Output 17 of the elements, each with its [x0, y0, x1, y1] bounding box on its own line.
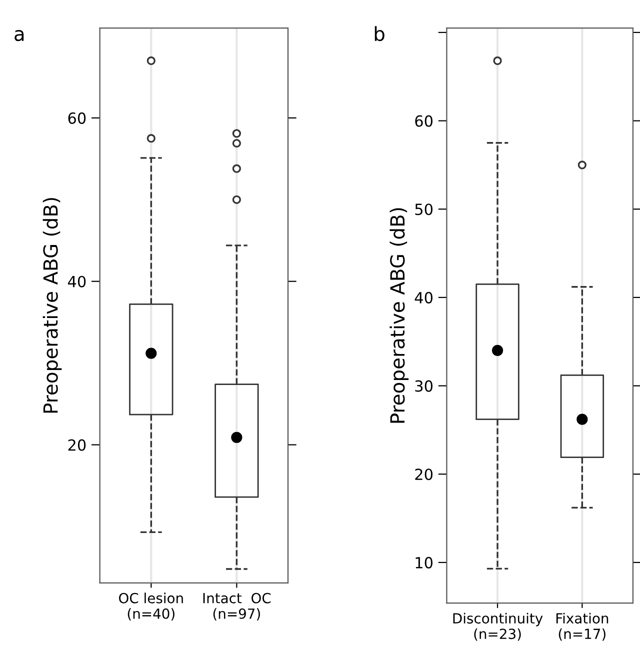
- y-axis-title: Preoperative ABG (dB): [390, 208, 409, 423]
- x-tick-label: Fixation (n=17): [556, 612, 608, 641]
- y-tick-label: 60: [415, 115, 433, 127]
- y-tick-label: 50: [415, 204, 433, 216]
- y-axis-title: Preoperative ABG (dB): [42, 198, 62, 413]
- y-tick-label: 40: [414, 292, 433, 304]
- x-tick-label: OC lesion (n=40): [119, 592, 183, 621]
- chart-title: a: [14, 30, 24, 42]
- y-tick-label: 30: [415, 380, 433, 392]
- y-tick-label: 20: [68, 439, 86, 451]
- x-tick-label: Intact OC (n=97): [203, 592, 271, 621]
- x-tick-label: Discontinuity (n=23): [453, 612, 543, 641]
- y-tick-label: 10: [416, 556, 433, 568]
- y-tick-label: 20: [415, 468, 433, 480]
- y-tick-label: 40: [68, 276, 86, 288]
- chart-title: b: [374, 26, 384, 42]
- y-tick-label: 60: [68, 112, 86, 124]
